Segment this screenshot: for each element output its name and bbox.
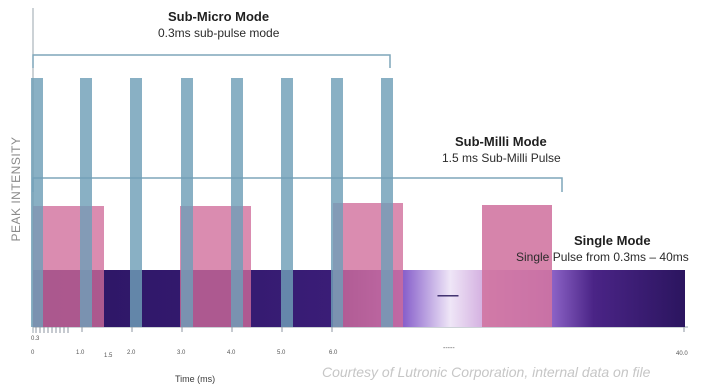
x-minor-ticks	[35, 327, 685, 333]
x-tick-dash: -----	[443, 345, 455, 352]
sub-micro-mode-title: Sub-Micro Mode	[168, 9, 270, 24]
sub-micro-pulse	[31, 78, 43, 327]
image-credit: Courtesy of Lutronic Corporation, intern…	[322, 364, 651, 380]
x-tick-label: 1.0	[76, 350, 85, 356]
x-tick-label: 0.3	[31, 336, 40, 342]
sub-micro-mode-subtitle: 0.3ms sub-pulse mode	[158, 26, 280, 40]
x-tick-label: 2.0	[127, 350, 136, 356]
sub-micro-pulse	[130, 78, 142, 327]
x-tick-label: 5.0	[277, 350, 286, 356]
sub-milli-pulse	[482, 205, 552, 327]
sub-micro-pulse	[231, 78, 243, 327]
sub-milli-mode-subtitle: 1.5 ms Sub-Milli Pulse	[442, 151, 561, 165]
sub-micro-pulse	[181, 78, 193, 327]
y-axis-label: PEAK INTENSITY	[9, 136, 23, 242]
x-tick-label: 3.0	[177, 350, 186, 356]
single-mode-subtitle: Single Pulse from 0.3ms – 40ms	[516, 250, 689, 264]
sub-milli-bracket	[32, 177, 563, 192]
x-tick-label: 1.5	[104, 353, 113, 359]
sub-micro-pulse	[80, 78, 92, 327]
gap-marker: -------	[437, 288, 459, 302]
sub-micro-bracket	[32, 54, 391, 68]
x-tick-label: 40.0	[676, 351, 688, 357]
x-tick-label: 0	[31, 350, 35, 356]
sub-milli-pulse	[33, 206, 104, 327]
sub-milli-mode-title: Sub-Milli Mode	[455, 134, 547, 149]
single-mode-title: Single Mode	[574, 233, 651, 248]
x-tick-label: 6.0	[329, 350, 338, 356]
x-tick-label: 4.0	[227, 350, 236, 356]
sub-micro-pulse	[381, 78, 393, 327]
sub-micro-pulse	[331, 78, 343, 327]
x-axis-label: Time (ms)	[175, 374, 216, 384]
sub-micro-pulse	[281, 78, 293, 327]
